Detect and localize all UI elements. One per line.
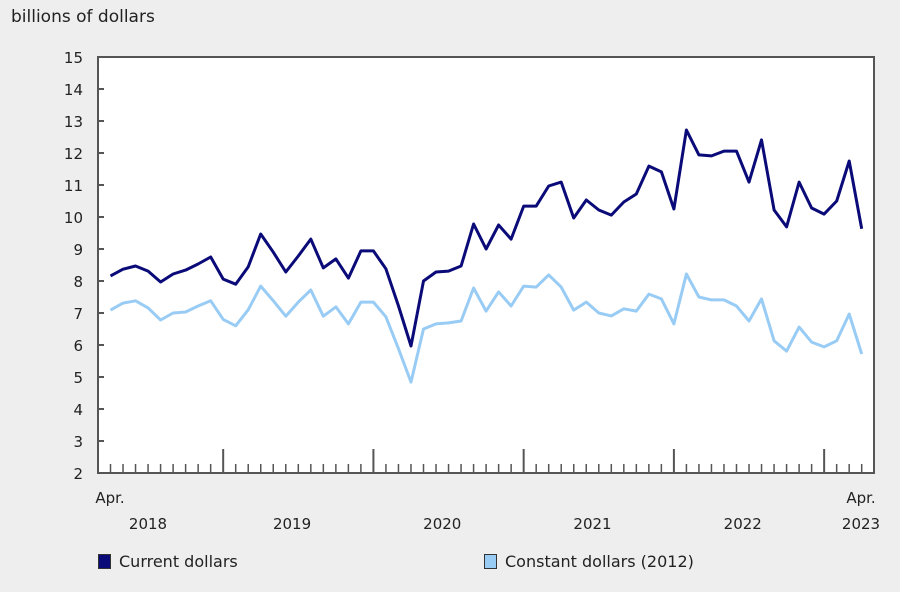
x-year-label: 2020 — [423, 515, 461, 533]
x-year-label: 2022 — [724, 515, 762, 533]
x-axis: 2019 2020 2021 2022 — [109, 449, 863, 533]
y-tick-label: 12 — [64, 145, 83, 163]
y-axis-unit-label: billions of dollars — [11, 7, 155, 27]
y-axis: 2 3 4 5 6 7 8 9 10 11 12 13 14 15 — [64, 49, 104, 483]
y-tick-label: 11 — [64, 177, 83, 195]
y-tick-label: 9 — [73, 241, 83, 259]
legend-label: Constant dollars (2012) — [505, 552, 694, 571]
x-year-label: 2021 — [573, 515, 611, 533]
y-tick-label: 2 — [73, 465, 83, 483]
x-label-last-year: 2023 — [842, 515, 880, 533]
legend-swatch-constant-dollars — [484, 554, 497, 569]
y-tick-label: 15 — [64, 49, 83, 67]
y-tick-label: 6 — [73, 337, 83, 355]
x-label-last-month: Apr. — [846, 489, 875, 507]
x-label-first-month: Apr. — [95, 489, 124, 507]
y-tick-label: 7 — [73, 305, 83, 323]
series-lines — [109, 128, 864, 384]
x-label-first-year: 2018 — [129, 515, 167, 533]
y-tick-label: 8 — [73, 273, 83, 291]
x-year-label: 2019 — [273, 515, 311, 533]
plot-area — [97, 56, 875, 474]
y-tick-label: 5 — [73, 369, 83, 387]
series-line-current-dollars — [109, 128, 864, 348]
legend-label: Current dollars — [119, 552, 238, 571]
legend-swatch-current-dollars — [98, 554, 111, 569]
y-tick-label: 3 — [73, 433, 83, 451]
series-line-constant-dollars — [109, 272, 864, 384]
legend-item-constant-dollars: Constant dollars (2012) — [484, 552, 694, 571]
y-tick-label: 4 — [73, 401, 83, 419]
y-tick-label: 10 — [64, 209, 83, 227]
legend-item-current-dollars: Current dollars — [98, 552, 238, 571]
y-tick-label: 13 — [64, 113, 83, 131]
y-tick-label: 14 — [64, 81, 83, 99]
